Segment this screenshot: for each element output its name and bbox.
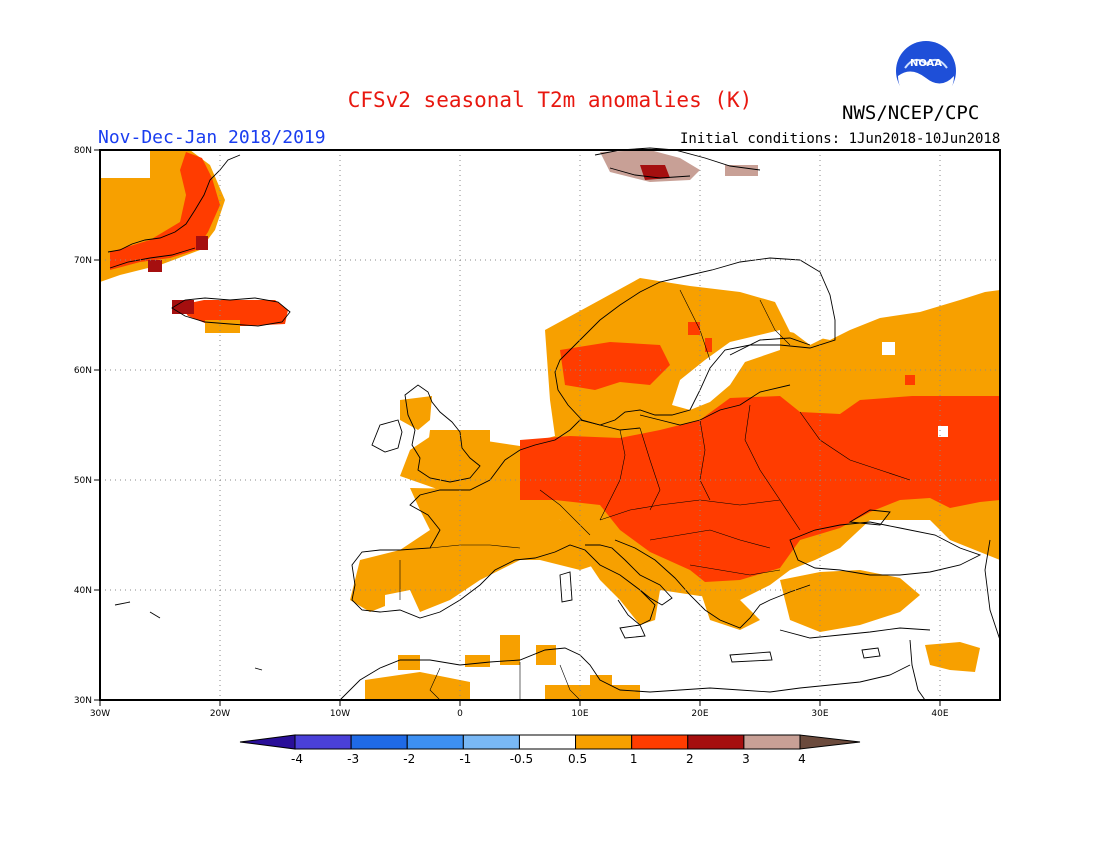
anomaly-shading	[100, 150, 1000, 700]
noaa-logo-text: NOAA	[910, 58, 942, 69]
map-frame	[99, 149, 1001, 701]
colorbar-label: 1	[630, 752, 638, 766]
noaa-logo: NOAA	[896, 41, 956, 102]
colorbar-label: 2	[686, 752, 694, 766]
colorbar-swatch	[518, 734, 577, 750]
colorbar-swatch	[631, 734, 689, 750]
lon-tick-label: 10E	[571, 709, 588, 719]
lat-tick-label: 70N	[74, 256, 92, 266]
colorbar-label: 4	[798, 752, 806, 766]
colorbar-arrow-low	[239, 734, 296, 750]
lat-tick-label: 30N	[74, 696, 92, 706]
lon-tick-label: 40E	[931, 709, 948, 719]
colorbar-label: 3	[742, 752, 750, 766]
colorbar-swatch	[575, 734, 633, 750]
colorbar-label: -4	[291, 752, 303, 766]
lon-tick-label: 30E	[811, 709, 828, 719]
colorbar-swatch	[462, 734, 520, 750]
colorbar-label: 0.5	[568, 752, 587, 766]
map-axes: 80N 70N 60N 50N 40N 30N 30W 20W 10W 0 10E 20E 30E 40E	[74, 146, 949, 719]
map-title: CFSv2 seasonal T2m anomalies (K)	[347, 88, 753, 112]
lat-tick-label: 60N	[74, 366, 92, 376]
lon-tick-label: 20W	[210, 709, 230, 719]
lon-tick-label: 0	[457, 709, 463, 719]
colorbar-swatch	[406, 734, 464, 750]
graticule	[100, 150, 1000, 700]
colorbar-swatch	[294, 734, 352, 750]
country-borders	[399, 289, 911, 701]
colorbar-swatch	[350, 734, 408, 750]
colorbar-swatch	[743, 734, 801, 750]
season-label: Nov-Dec-Jan 2018/2019	[98, 127, 326, 148]
initial-conditions-label: Initial conditions: 1Jun2018-10Jun2018	[680, 131, 1001, 147]
colorbar-label: -2	[403, 752, 415, 766]
colorbar-label: -3	[347, 752, 359, 766]
lon-tick-label: 20E	[691, 709, 708, 719]
org-name: NWS/NCEP/CPC	[842, 102, 980, 124]
colorbar-label: -0.5	[510, 752, 533, 766]
lon-tick-label: 30W	[90, 709, 110, 719]
lat-tick-label: 80N	[74, 146, 92, 156]
colorbar: -4 -3 -2 -1 -0.5 0.5 1 2 3 4	[239, 734, 861, 766]
colorbar-arrow-high	[799, 734, 861, 750]
colorbar-label: -1	[459, 752, 471, 766]
coastlines	[107, 147, 1001, 701]
lat-tick-label: 50N	[74, 476, 92, 486]
colorbar-swatch	[687, 734, 745, 750]
lat-tick-label: 40N	[74, 586, 92, 596]
lon-tick-label: 10W	[330, 709, 350, 719]
